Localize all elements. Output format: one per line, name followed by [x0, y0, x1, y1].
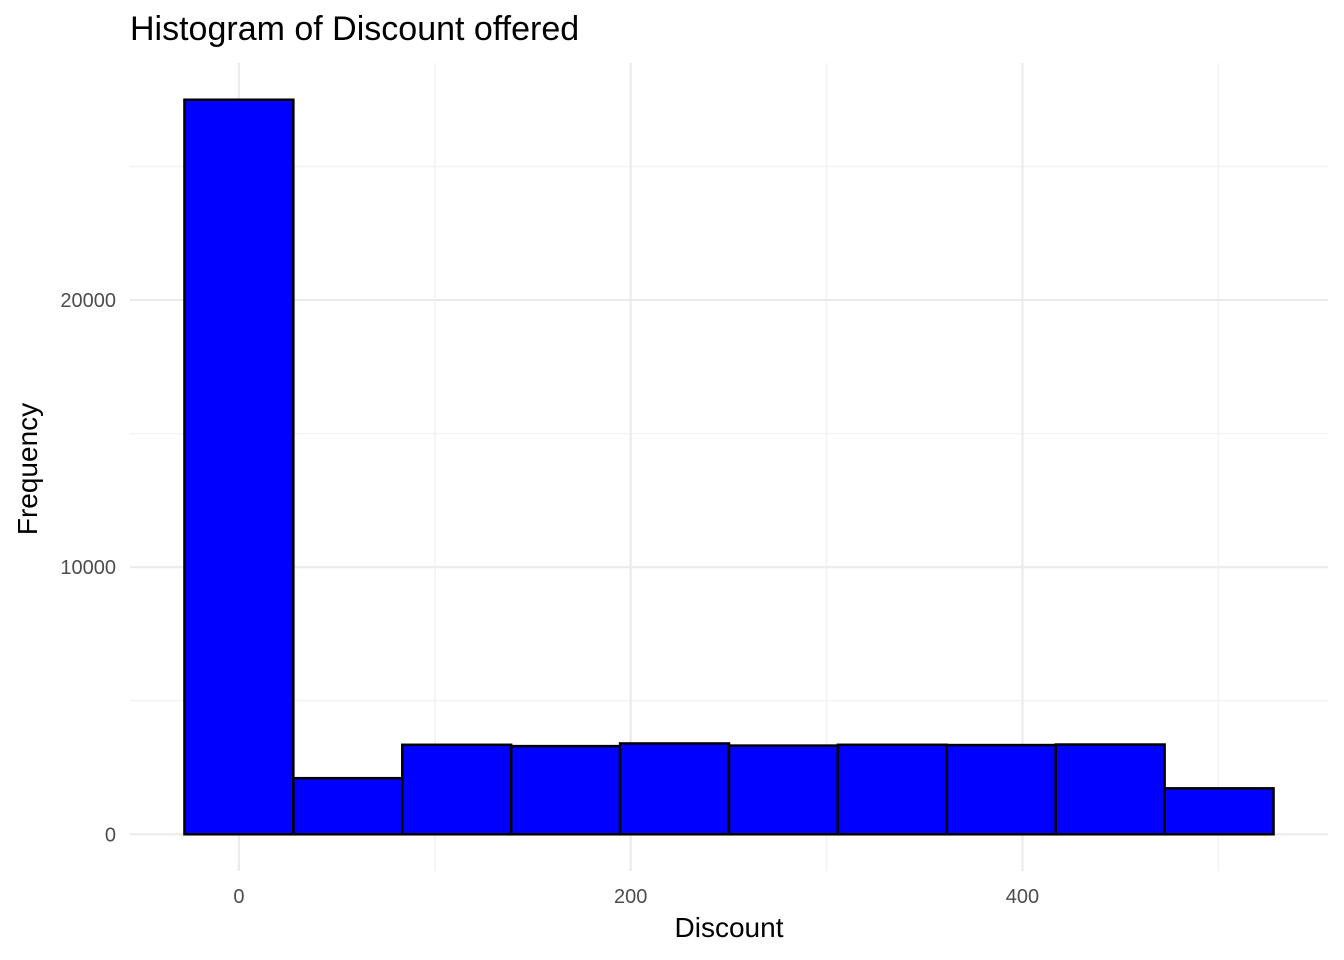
- histogram-bar: [183, 98, 295, 836]
- histogram-bar: [401, 743, 513, 836]
- histogram-bar: [836, 743, 949, 836]
- histogram-bar: [945, 743, 1057, 836]
- histogram-bar: [1054, 743, 1166, 836]
- y-tick-label: 0: [105, 824, 116, 846]
- chart-title: Histogram of Discount offered: [130, 10, 579, 48]
- x-tick-label: 400: [1006, 886, 1039, 908]
- x-tick-label: 200: [614, 886, 647, 908]
- histogram-bar: [618, 742, 731, 836]
- x-axis-tick-labels: 0 200 400: [233, 886, 1039, 908]
- y-tick-label: 20000: [60, 290, 116, 312]
- x-axis-title: Discount: [675, 912, 784, 943]
- y-axis-tick-labels: 0 10000 20000: [60, 290, 116, 846]
- x-tick-label: 0: [233, 886, 244, 908]
- y-tick-label: 10000: [60, 557, 116, 579]
- histogram-bar: [292, 776, 404, 836]
- y-axis-title: Frequency: [12, 403, 43, 535]
- histogram-bars: [183, 98, 1275, 836]
- minor-gridlines: [130, 63, 1328, 871]
- histogram-bar: [509, 744, 622, 836]
- histogram-bar: [1163, 787, 1275, 836]
- histogram-bar: [727, 744, 840, 836]
